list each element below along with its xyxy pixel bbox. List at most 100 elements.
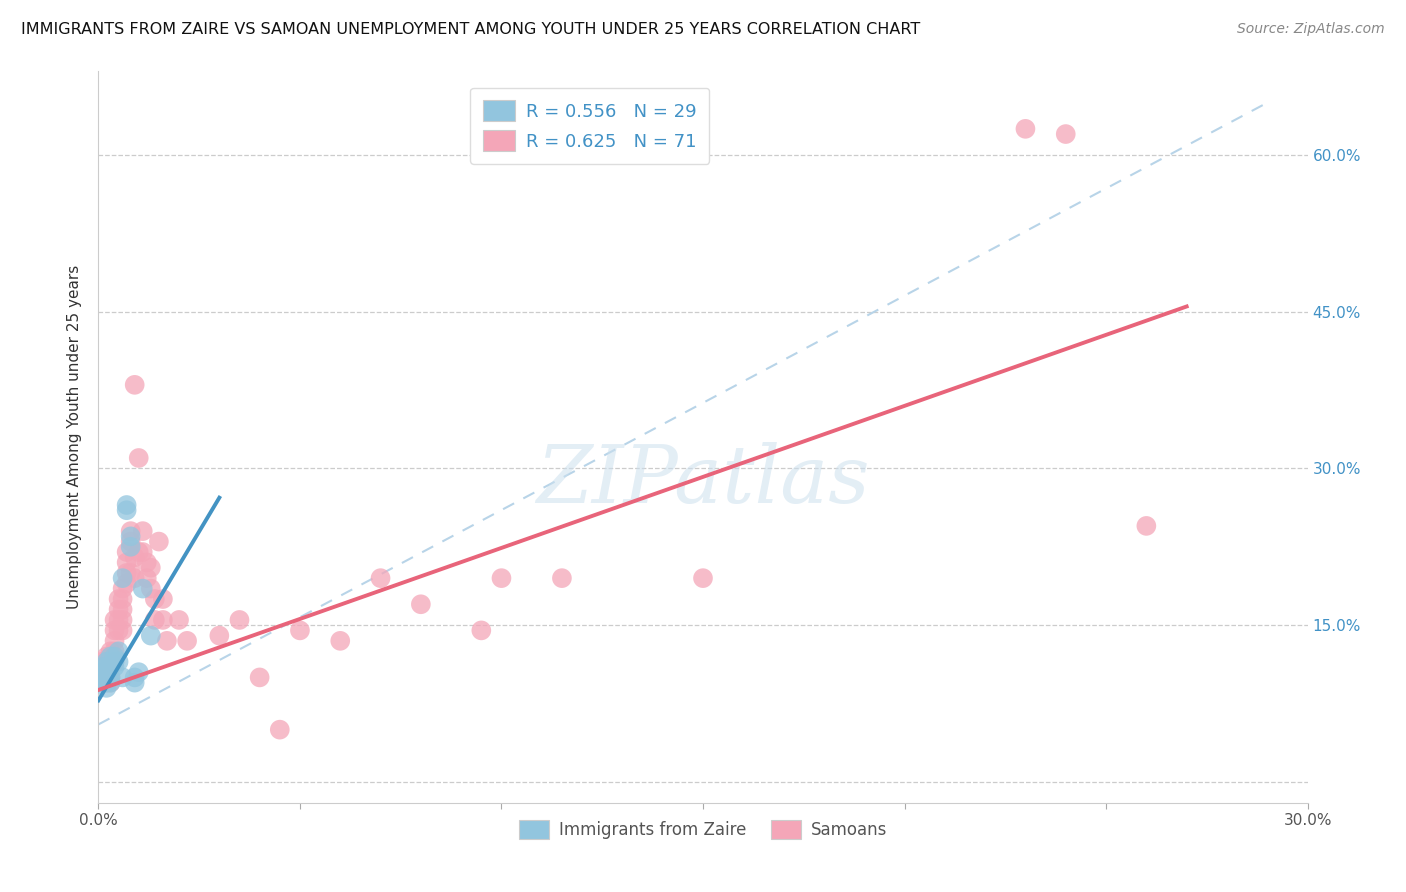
Point xyxy=(91,665,114,680)
Point xyxy=(139,629,162,643)
Point xyxy=(103,655,125,669)
Point xyxy=(156,633,179,648)
Point xyxy=(249,670,271,684)
Point xyxy=(115,556,138,570)
Point xyxy=(329,633,352,648)
Point xyxy=(107,655,129,669)
Point xyxy=(228,613,250,627)
Point xyxy=(491,571,513,585)
Text: Source: ZipAtlas.com: Source: ZipAtlas.com xyxy=(1237,22,1385,37)
Point xyxy=(139,582,162,596)
Point xyxy=(100,655,122,669)
Point xyxy=(96,655,118,669)
Point xyxy=(103,655,125,669)
Point xyxy=(103,644,125,658)
Point xyxy=(96,649,118,664)
Point xyxy=(96,655,118,669)
Point xyxy=(103,633,125,648)
Point xyxy=(135,571,157,585)
Point xyxy=(96,675,118,690)
Point xyxy=(100,660,122,674)
Point xyxy=(132,524,155,538)
Point xyxy=(111,670,134,684)
Point xyxy=(91,660,114,674)
Point xyxy=(100,675,122,690)
Point xyxy=(139,560,162,574)
Point xyxy=(370,571,392,585)
Point xyxy=(132,582,155,596)
Point xyxy=(208,629,231,643)
Point xyxy=(100,649,122,664)
Point xyxy=(288,624,311,638)
Point xyxy=(91,670,114,684)
Point xyxy=(124,571,146,585)
Point xyxy=(132,545,155,559)
Point xyxy=(120,524,142,538)
Point xyxy=(100,644,122,658)
Point xyxy=(96,675,118,690)
Point xyxy=(124,550,146,565)
Text: IMMIGRANTS FROM ZAIRE VS SAMOAN UNEMPLOYMENT AMONG YOUTH UNDER 25 YEARS CORRELAT: IMMIGRANTS FROM ZAIRE VS SAMOAN UNEMPLOY… xyxy=(21,22,921,37)
Point xyxy=(100,660,122,674)
Point xyxy=(143,592,166,607)
Point xyxy=(135,556,157,570)
Point xyxy=(176,633,198,648)
Point xyxy=(111,592,134,607)
Point xyxy=(148,534,170,549)
Point xyxy=(120,566,142,580)
Point xyxy=(1014,121,1036,136)
Point xyxy=(96,681,118,695)
Point xyxy=(120,529,142,543)
Point xyxy=(1135,519,1157,533)
Point xyxy=(103,624,125,638)
Point xyxy=(124,670,146,684)
Point xyxy=(120,540,142,554)
Point xyxy=(470,624,492,638)
Point xyxy=(100,670,122,684)
Point xyxy=(91,665,114,680)
Point xyxy=(111,571,134,585)
Point xyxy=(91,675,114,690)
Point xyxy=(91,670,114,684)
Point xyxy=(115,566,138,580)
Point xyxy=(91,660,114,674)
Point xyxy=(115,576,138,591)
Point xyxy=(115,545,138,559)
Point xyxy=(107,602,129,616)
Point xyxy=(103,613,125,627)
Point xyxy=(152,613,174,627)
Point xyxy=(103,660,125,674)
Point xyxy=(128,665,150,680)
Point xyxy=(124,377,146,392)
Point xyxy=(107,624,129,638)
Point xyxy=(1054,127,1077,141)
Point xyxy=(91,675,114,690)
Point xyxy=(152,592,174,607)
Point xyxy=(551,571,574,585)
Point xyxy=(692,571,714,585)
Legend: Immigrants from Zaire, Samoans: Immigrants from Zaire, Samoans xyxy=(512,814,894,846)
Point xyxy=(111,624,134,638)
Point xyxy=(100,675,122,690)
Point xyxy=(120,534,142,549)
Point xyxy=(111,613,134,627)
Point xyxy=(107,644,129,658)
Point xyxy=(124,675,146,690)
Point xyxy=(143,613,166,627)
Text: ZIPatlas: ZIPatlas xyxy=(536,442,870,520)
Point xyxy=(100,649,122,664)
Point xyxy=(107,592,129,607)
Point xyxy=(96,665,118,680)
Point xyxy=(96,670,118,684)
Point xyxy=(91,655,114,669)
Point xyxy=(115,498,138,512)
Point xyxy=(128,545,150,559)
Point xyxy=(96,660,118,674)
Point xyxy=(409,597,432,611)
Point xyxy=(115,503,138,517)
Point xyxy=(111,602,134,616)
Point xyxy=(111,582,134,596)
Point xyxy=(269,723,291,737)
Point xyxy=(107,613,129,627)
Point xyxy=(96,660,118,674)
